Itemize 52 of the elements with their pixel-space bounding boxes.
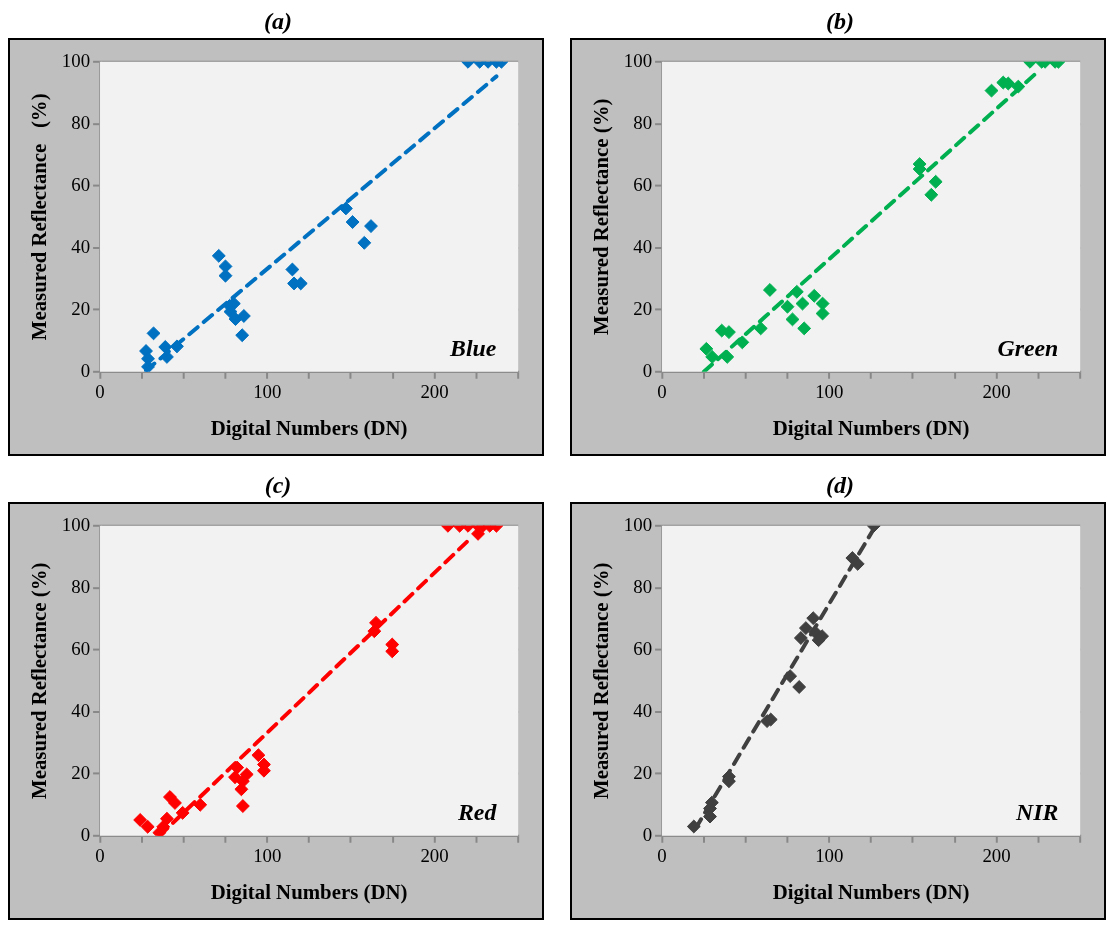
x-axis-title: Digital Numbers (DN) — [210, 416, 408, 440]
x-tick-label: 200 — [982, 380, 1011, 402]
y-tick-label: 60 — [71, 173, 91, 195]
x-tick-label: 200 — [982, 844, 1011, 866]
x-axis-title: Digital Numbers (DN) — [772, 416, 970, 440]
x-tick-label: 0 — [95, 844, 105, 866]
chart-title: (d) — [825, 471, 855, 500]
y-tick-label: 40 — [633, 235, 653, 257]
x-tick-label: 100 — [253, 380, 282, 402]
annotation: NIR — [1015, 799, 1059, 826]
y-tick-label: 80 — [633, 111, 653, 133]
y-tick-label: 100 — [623, 513, 653, 535]
x-axis-title: Digital Numbers (DN) — [772, 880, 970, 904]
y-tick-label: 20 — [71, 761, 91, 783]
x-tick-label: 0 — [95, 380, 105, 402]
annotation: Red — [456, 799, 498, 826]
x-tick-label: 100 — [815, 380, 844, 402]
y-axis-title: Measured Reflectance (%) — [588, 98, 613, 335]
x-tick-label: 0 — [657, 380, 667, 402]
y-axis-title: Measured Reflectance (%) — [26, 562, 51, 799]
x-tick-label: 0 — [657, 844, 667, 866]
y-tick-label: 80 — [633, 575, 653, 597]
y-tick-label: 60 — [71, 637, 91, 659]
y-tick-label: 20 — [633, 297, 653, 319]
y-tick-label: 20 — [633, 761, 653, 783]
chart-title: (c) — [263, 471, 293, 500]
y-tick-label: 100 — [61, 49, 91, 71]
y-tick-label: 80 — [71, 111, 91, 133]
y-tick-label: 100 — [61, 513, 91, 535]
y-tick-label: 0 — [80, 359, 91, 381]
annotation: Green — [997, 335, 1059, 362]
y-tick-label: 40 — [71, 699, 91, 721]
x-tick-label: 100 — [815, 844, 844, 866]
x-tick-label: 200 — [420, 844, 449, 866]
y-tick-label: 60 — [633, 173, 653, 195]
y-axis-title: Measured Reflectance (%) — [588, 562, 613, 799]
y-tick-label: 0 — [80, 823, 91, 845]
chart-title: (a) — [263, 7, 293, 36]
chart-title: (b) — [825, 7, 855, 36]
annotation: Blue — [449, 335, 497, 362]
y-tick-label: 20 — [71, 297, 91, 319]
y-tick-label: 0 — [642, 823, 653, 845]
y-tick-label: 40 — [71, 235, 91, 257]
x-tick-label: 200 — [420, 380, 449, 402]
y-axis-title: Measured Reflectance (%) — [26, 93, 51, 341]
y-tick-label: 60 — [633, 637, 653, 659]
x-axis-title: Digital Numbers (DN) — [210, 880, 408, 904]
x-tick-label: 100 — [253, 844, 282, 866]
y-tick-label: 0 — [642, 359, 653, 381]
y-tick-label: 100 — [623, 49, 653, 71]
y-tick-label: 40 — [633, 699, 653, 721]
y-tick-label: 80 — [71, 575, 91, 597]
